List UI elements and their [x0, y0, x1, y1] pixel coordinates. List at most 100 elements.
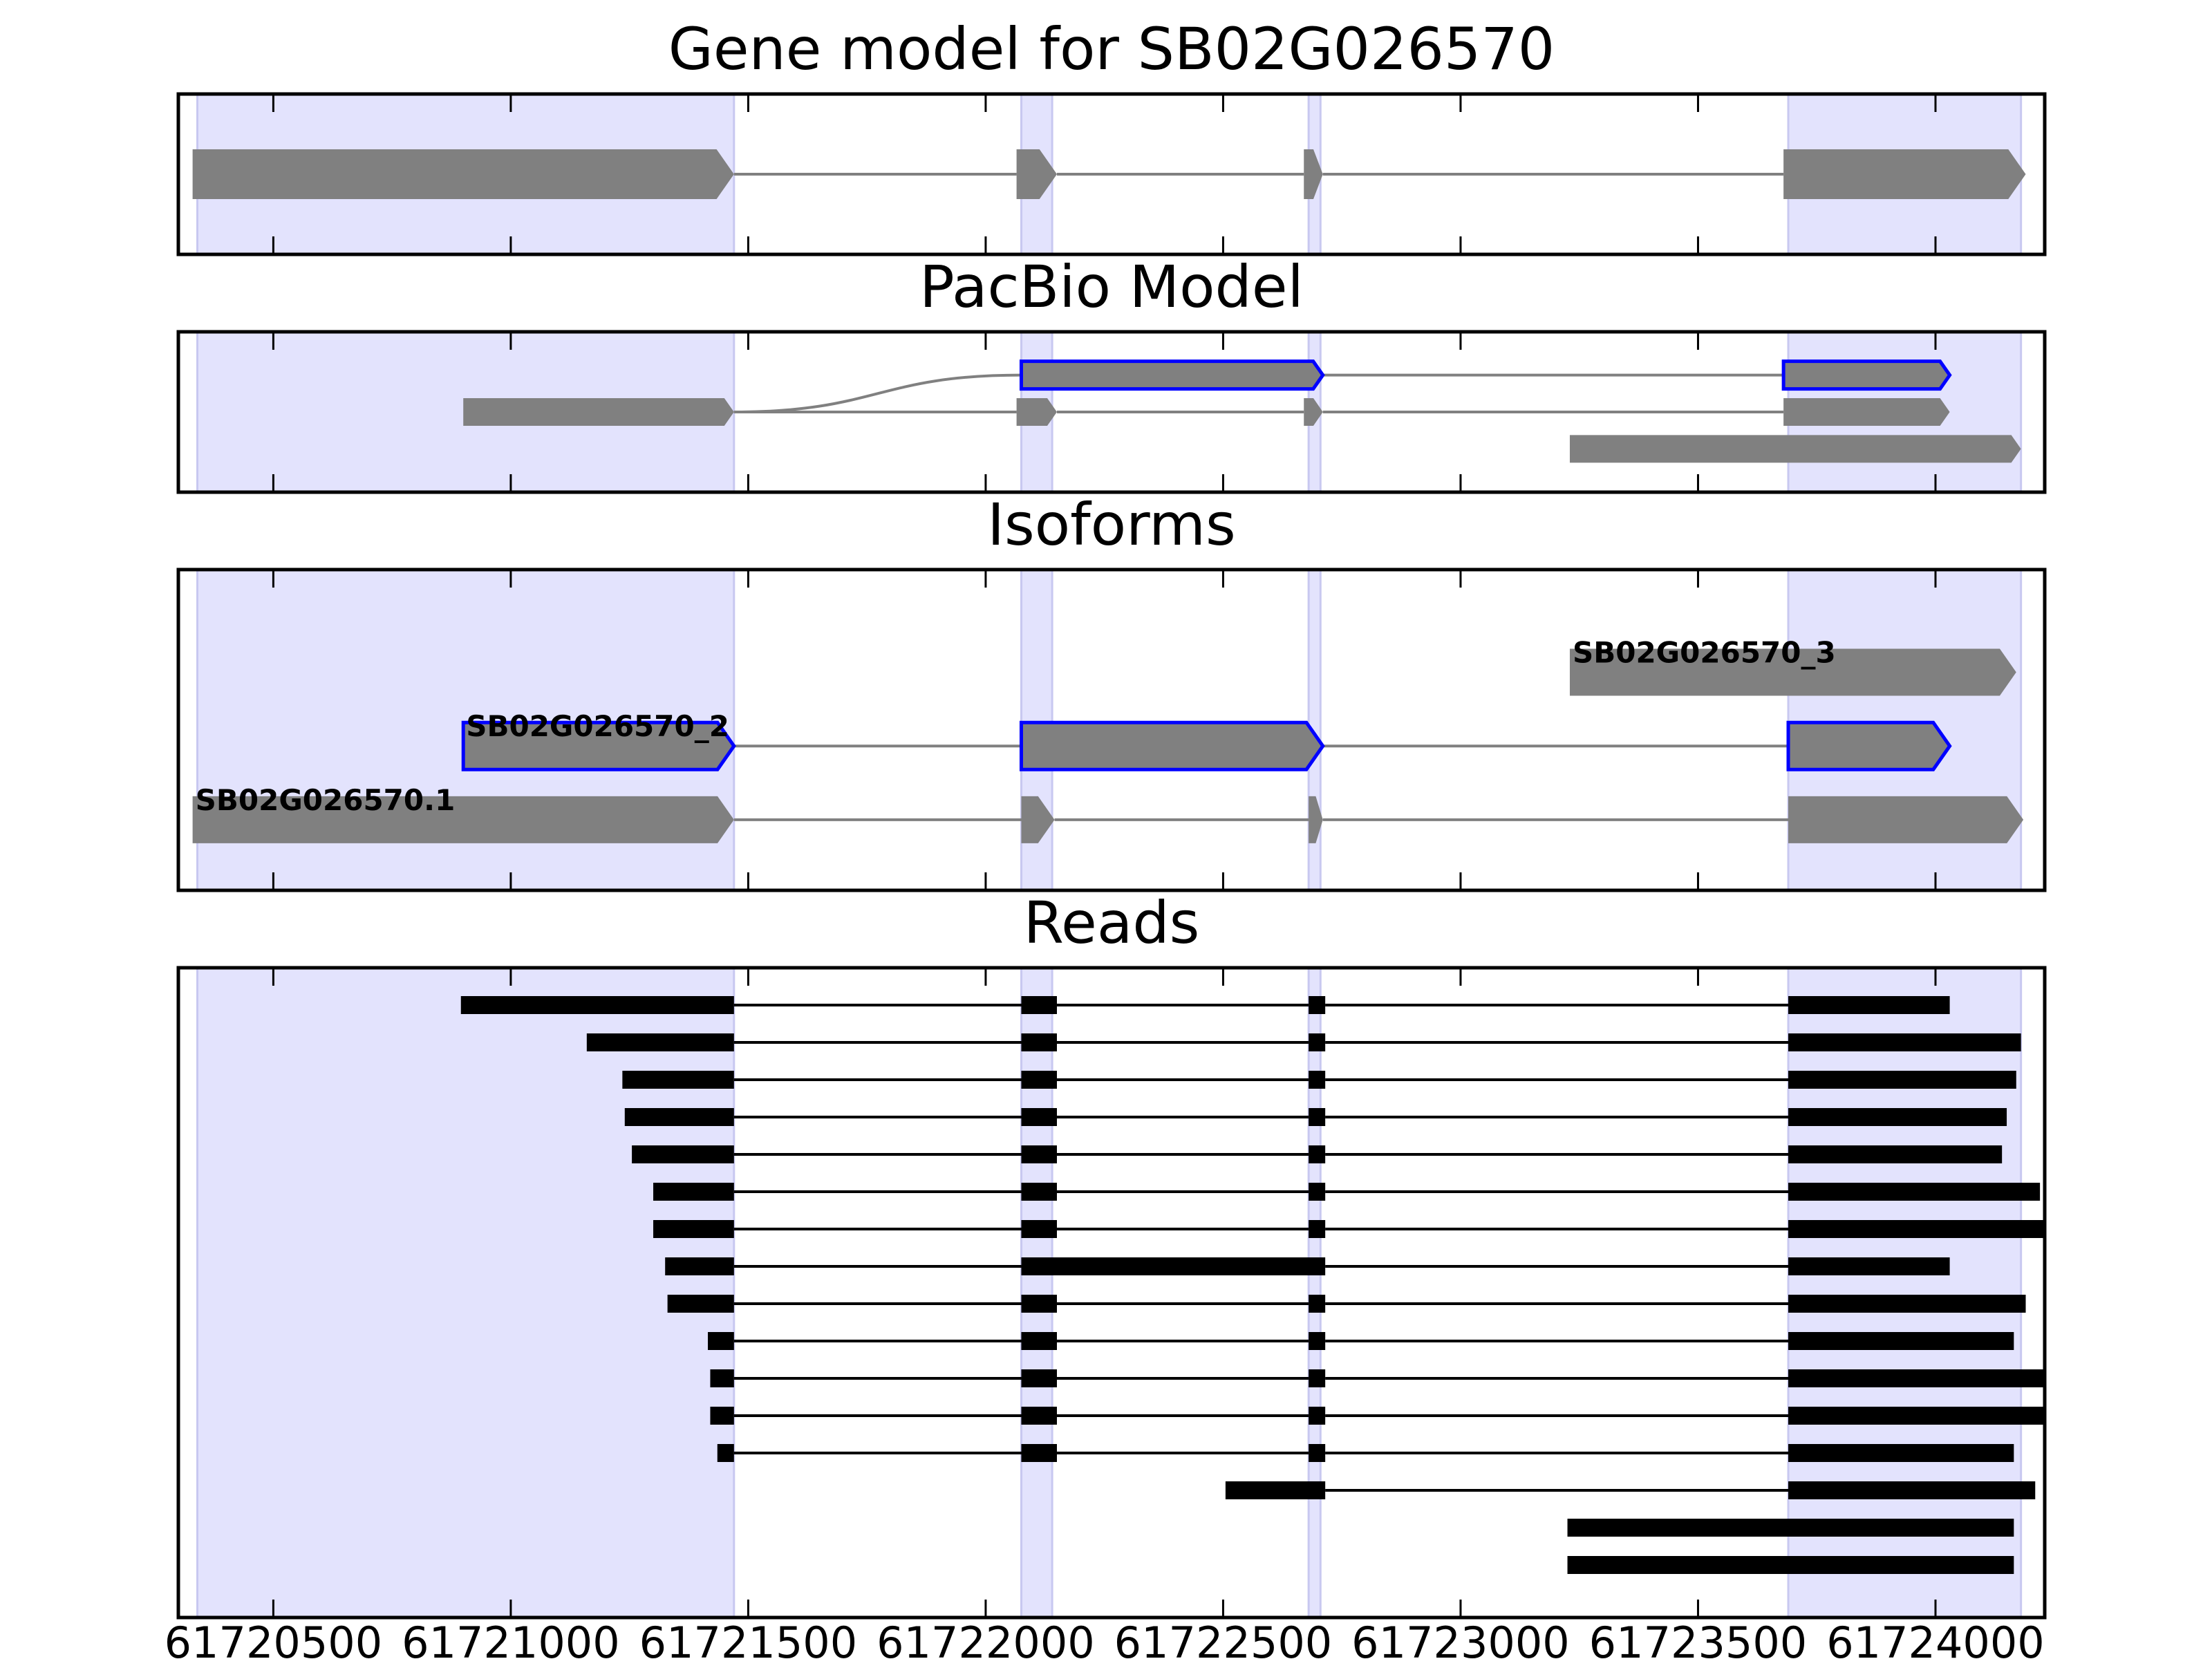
read-segment	[710, 1369, 734, 1387]
read-row	[622, 1071, 2016, 1089]
panel-isoforms: Isoforms SB02G026570_3 SB02G026570_2 SB02G0…	[176, 491, 2047, 892]
read-segment	[653, 1220, 734, 1238]
x-tick-label: 61722500	[1114, 1618, 1333, 1659]
exon-mark	[1788, 796, 2024, 843]
read-segment	[708, 1332, 734, 1350]
read-segment	[1788, 1295, 2026, 1313]
read-row	[667, 1295, 2026, 1313]
read-row	[460, 996, 1950, 1014]
read-row	[653, 1220, 2045, 1238]
read-segment	[1021, 1407, 1057, 1425]
x-tick-label: 61722000	[877, 1618, 1095, 1659]
read-segment	[1788, 1071, 2016, 1089]
axes-frame	[176, 966, 2047, 1620]
read-row	[717, 1444, 2014, 1462]
read-segment	[632, 1145, 734, 1163]
read-segment	[1788, 1033, 2021, 1051]
read-segment	[1021, 1295, 1057, 1313]
read-segment	[1788, 1183, 2041, 1201]
exon-mark	[463, 398, 734, 426]
exon-mark	[1304, 149, 1323, 199]
transcript-track	[1569, 435, 2021, 463]
read-segment	[1309, 1369, 1326, 1387]
exon-mark	[1019, 359, 1325, 391]
x-tick-label: 61721500	[639, 1618, 858, 1659]
x-tick-label: 61723000	[1351, 1618, 1570, 1659]
read-segment	[460, 996, 734, 1014]
read-segment	[1309, 1407, 1326, 1425]
x-axis-labels: 61720500 61721000 61721500 61722000 61722500…	[165, 1618, 2045, 1659]
read-segment	[1309, 1033, 1326, 1051]
read-segment	[1309, 1295, 1326, 1313]
x-tick-label: 61721000	[402, 1618, 620, 1659]
panel-title: Gene model for SB02G026570	[668, 15, 1555, 83]
transcript-track	[733, 359, 1952, 413]
panel-title: Isoforms	[987, 491, 1236, 559]
read-segment	[1788, 1481, 2036, 1499]
transcript-track	[192, 149, 2026, 199]
read-row	[665, 1257, 1950, 1275]
read-segment	[1021, 1108, 1057, 1126]
exon-highlight-band	[1307, 966, 1322, 1619]
read-segment	[1788, 1220, 2045, 1238]
read-segment	[1021, 1444, 1057, 1462]
read-segment	[1021, 1183, 1057, 1201]
read-segment	[1309, 1444, 1326, 1462]
x-tick-label: 61724000	[1826, 1618, 2045, 1659]
read-segment	[1021, 1332, 1057, 1350]
exon-mark	[1783, 149, 2026, 199]
isoform-label: SB02G026570_2	[466, 709, 729, 743]
read-segment	[1021, 1033, 1057, 1051]
read-segment	[1309, 1332, 1326, 1350]
read-segment	[1021, 1145, 1057, 1163]
read-row	[586, 1033, 2021, 1051]
read-segment	[1788, 1444, 2014, 1462]
exon-mark	[1304, 398, 1323, 426]
read-segment	[1788, 996, 1950, 1014]
panel-gene-model: Gene model for SB02G026570	[176, 15, 2047, 256]
x-tick-label: 61720500	[165, 1618, 383, 1659]
read-row	[653, 1183, 2041, 1201]
panel-title: Reads	[1024, 889, 1200, 957]
read-row	[708, 1332, 2014, 1350]
read-row	[710, 1407, 2045, 1425]
read-segment	[624, 1108, 734, 1126]
read-row	[624, 1108, 2007, 1126]
exon-mark	[192, 149, 734, 199]
exon-mark	[1021, 796, 1055, 843]
x-tick-label: 61723500	[1589, 1618, 1808, 1659]
read-segment	[1021, 1257, 1326, 1275]
read-segment	[1788, 1369, 2045, 1387]
exon-mark	[1569, 435, 2021, 463]
exon-mark	[192, 796, 734, 843]
read-segment	[1788, 1407, 2045, 1425]
read-segment	[1309, 1108, 1326, 1126]
exon-mark	[1309, 796, 1323, 843]
exon-mark	[1016, 398, 1057, 426]
read-segment	[622, 1071, 734, 1089]
read-segment	[1309, 1183, 1326, 1201]
read-segment	[1567, 1519, 2014, 1537]
read-segment	[665, 1257, 734, 1275]
read-segment	[717, 1444, 734, 1462]
read-segment	[586, 1033, 734, 1051]
read-row	[1567, 1556, 2014, 1574]
axes-frame	[176, 330, 2047, 494]
axes-frame	[176, 568, 2047, 892]
read-segment	[667, 1295, 734, 1313]
read-segment	[1309, 1071, 1326, 1089]
axes-frame	[176, 92, 2047, 256]
read-row	[1567, 1519, 2014, 1537]
exon-mark	[1019, 720, 1325, 771]
read-segment	[1309, 1220, 1326, 1238]
panel-title: PacBio Model	[919, 253, 1304, 321]
splice-curve	[733, 373, 1022, 413]
read-row	[632, 1145, 2003, 1163]
exon-highlight-band	[196, 966, 735, 1619]
read-segment	[1309, 996, 1326, 1014]
isoform-label: SB02G026570.1	[196, 783, 456, 817]
read-segment	[1021, 996, 1057, 1014]
read-segment	[1788, 1108, 2007, 1126]
exon-mark	[1569, 648, 2016, 696]
